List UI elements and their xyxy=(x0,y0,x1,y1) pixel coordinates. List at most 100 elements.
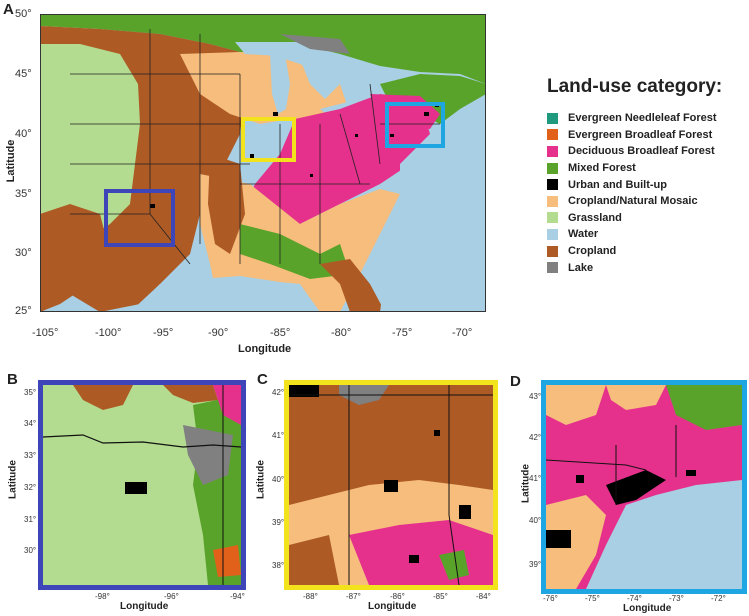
urban-c xyxy=(289,385,471,563)
d-xtick-3: -73° xyxy=(669,594,684,603)
c-xtick-2: -86° xyxy=(390,592,405,601)
b-ylabel: Latitude xyxy=(7,460,19,499)
a-xtick-7: -70° xyxy=(452,327,473,339)
d-ytick-2: 41° xyxy=(529,474,542,483)
legend-item: Mixed Forest xyxy=(547,160,747,177)
c-xtick-0: -88° xyxy=(303,592,318,601)
zoom-box-c xyxy=(241,117,296,162)
b-xtick-2: -94° xyxy=(230,592,245,601)
legend-label: Lake xyxy=(568,261,594,274)
a-xtick-2: -95° xyxy=(153,327,174,339)
legend-item: Water xyxy=(547,226,747,243)
legend-label: Urban and Built-up xyxy=(568,178,667,191)
panel-b-map xyxy=(38,380,246,590)
legend-item: Cropland xyxy=(547,243,747,260)
legend-label: Cropland/Natural Mosaic xyxy=(568,195,698,208)
deciduous-b xyxy=(213,385,241,425)
zoom-box-b xyxy=(104,189,175,247)
c-xlabel: Longitude xyxy=(368,601,417,612)
d-ylabel: Latitude xyxy=(520,464,532,503)
lake-gray-b xyxy=(183,425,233,485)
northeast-forest xyxy=(380,74,486,124)
legend-swatch xyxy=(547,112,558,124)
legend-label: Evergreen Needleleaf Forest xyxy=(568,112,717,125)
legend-swatch xyxy=(547,228,558,240)
lake-superior xyxy=(235,42,310,56)
cropland-patches-b xyxy=(73,385,218,410)
cropland-south xyxy=(40,204,110,312)
d-xlabel: Longitude xyxy=(623,603,672,614)
d-ytick-3: 40° xyxy=(529,516,542,525)
mixed-forest-c xyxy=(439,550,469,580)
a-ytick-5: 25° xyxy=(15,305,32,317)
b-ytick-3: 32° xyxy=(24,483,37,492)
c-xtick-3: -85° xyxy=(433,592,448,601)
a-ylabel: Latitude xyxy=(5,139,17,183)
legend-item: Urban and Built-up xyxy=(547,176,747,193)
legend-item: Lake xyxy=(547,259,747,276)
legend-label: Mixed Forest xyxy=(568,162,636,175)
d-xtick-1: -75° xyxy=(585,594,600,603)
d-ytick-1: 42° xyxy=(529,433,542,442)
state-borders xyxy=(70,29,440,265)
state-borders-c xyxy=(289,385,493,585)
a-ytick-1: 45° xyxy=(15,68,32,80)
b-ytick-4: 31° xyxy=(24,515,37,524)
legend-swatch xyxy=(547,129,558,141)
a-ytick-4: 30° xyxy=(15,247,32,259)
d-xtick-2: -74° xyxy=(627,594,642,603)
legend-swatch xyxy=(547,179,558,191)
legend-swatch xyxy=(547,145,558,157)
legend-label: Cropland xyxy=(568,245,617,258)
panel-c-letter: C xyxy=(257,371,268,388)
b-xtick-0: -98° xyxy=(95,592,110,601)
a-xtick-6: -75° xyxy=(392,327,413,339)
c-ytick-3: 39° xyxy=(272,518,285,527)
lake-michigan xyxy=(270,54,290,114)
legend-swatch xyxy=(547,195,558,207)
legend-swatch xyxy=(547,212,558,224)
lake-huron xyxy=(302,59,340,99)
legend: Land-use category: Evergreen Needleleaf … xyxy=(547,76,747,276)
legend-item: Evergreen Broadleaf Forest xyxy=(547,127,747,144)
panel-a-map xyxy=(40,14,486,312)
legend-item: Deciduous Broadleaf Forest xyxy=(547,143,747,160)
d-ytick-4: 39° xyxy=(529,560,542,569)
a-xtick-4: -85° xyxy=(270,327,291,339)
legend-label: Water xyxy=(568,228,599,241)
c-xtick-1: -87° xyxy=(346,592,361,601)
lake-gray-patch xyxy=(280,34,350,54)
b-ytick-1: 34° xyxy=(24,419,37,428)
legend-swatch xyxy=(547,162,558,174)
c-ytick-4: 38° xyxy=(272,561,285,570)
legend-swatch xyxy=(547,262,558,274)
urban-b xyxy=(125,482,147,494)
c-ytick-2: 40° xyxy=(272,475,285,484)
b-ytick-0: 35° xyxy=(24,388,37,397)
c-ytick-1: 41° xyxy=(272,431,285,440)
state-borders-d xyxy=(546,425,677,505)
panel-b-letter: B xyxy=(7,371,18,388)
a-xtick-5: -80° xyxy=(331,327,352,339)
legend-label: Deciduous Broadleaf Forest xyxy=(568,145,715,158)
d-xtick-0: -76° xyxy=(543,594,558,603)
b-ytick-5: 30° xyxy=(24,546,37,555)
legend-label: Evergreen Broadleaf Forest xyxy=(568,128,713,141)
a-ytick-2: 40° xyxy=(15,128,32,140)
deciduous-forest-region xyxy=(240,94,430,229)
cropland-mississippi xyxy=(208,154,245,254)
legend-label: Grassland xyxy=(568,211,622,224)
mosaic-top-d xyxy=(606,385,666,410)
a-ytick-0: 50° xyxy=(15,8,32,20)
legend-swatch xyxy=(547,245,558,257)
b-ytick-2: 33° xyxy=(24,451,37,460)
evergreen-broadleaf-b xyxy=(213,545,241,577)
zoom-box-d xyxy=(385,102,445,148)
legend-item: Grassland xyxy=(547,210,747,227)
legend-item: Cropland/Natural Mosaic xyxy=(547,193,747,210)
cropland-bottom-c xyxy=(289,535,339,585)
c-xtick-4: -84° xyxy=(476,592,491,601)
gulf-water xyxy=(130,276,320,312)
c-ylabel: Latitude xyxy=(255,460,267,499)
d-xtick-4: -72° xyxy=(711,594,726,603)
